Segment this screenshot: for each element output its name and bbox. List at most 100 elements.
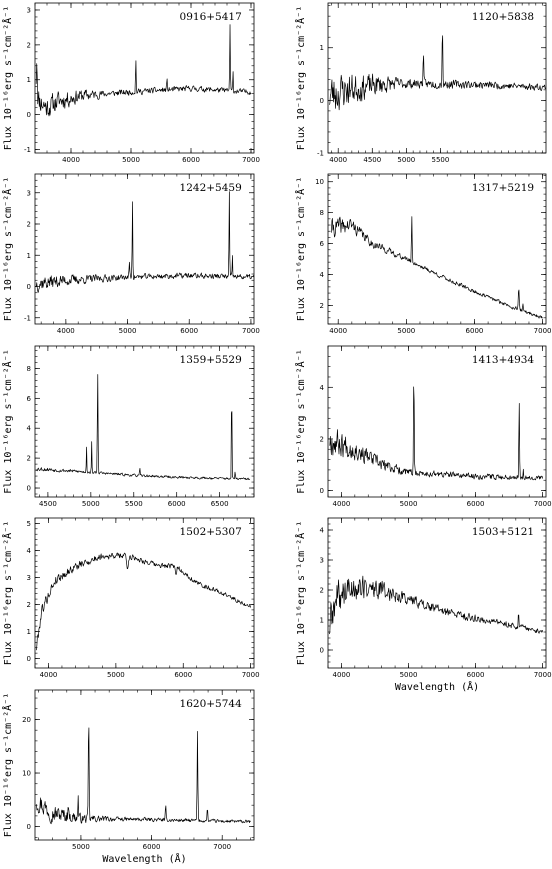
spectrum-line [35, 191, 255, 293]
spectrum-panel-5: 4500 5000 5500 6000 6500 0 2 4 6 8 1359+5529 Flux 1… [1, 345, 255, 508]
object-label: 1502+5307 [180, 526, 242, 538]
y-tick-label: 2 [27, 41, 31, 49]
y-axis-label: Flux 10⁻¹⁶erg s⁻¹cm⁻²Å⁻¹ [1, 693, 14, 838]
plot-frame [34, 517, 255, 669]
y-tick-label: 3 [27, 6, 31, 14]
x-tick-label: 4000 [329, 156, 347, 164]
y-tick-label: 4 [320, 384, 325, 392]
y-tick-label: 2 [320, 587, 324, 595]
object-label: 1359+5529 [180, 354, 242, 366]
x-tick-label: 7000 [534, 327, 552, 335]
y-tick-label: -1 [24, 146, 31, 154]
x-tick-label: 5500 [125, 500, 143, 508]
y-axis-label: Flux 10⁻¹⁶erg s⁻¹cm⁻²Å⁻¹ [294, 177, 307, 322]
y-tick-label: 4 [27, 425, 32, 433]
spectrum-panel-7: 4000 5000 6000 7000 0 1 2 3 4 5 1502+5307 Flux 10⁻¹… [1, 517, 260, 679]
spectrum-panel-4: 4000 5000 6000 7000 2 4 6 8 10 1317+5219 Flux 10⁻¹… [294, 173, 552, 335]
y-tick-label: 0 [27, 655, 31, 663]
spectrum-line [329, 386, 543, 481]
x-tick-label: 4000 [333, 671, 351, 679]
x-tick-label: 5000 [122, 156, 140, 164]
x-tick-label: 6000 [467, 671, 485, 679]
y-tick-label: 0 [320, 487, 324, 495]
x-axis-label: Wavelength (Å) [395, 680, 479, 693]
y-tick-label: 0 [27, 111, 31, 119]
y-tick-label: 1 [27, 76, 31, 84]
object-label: 1120+5838 [472, 11, 534, 23]
x-tick-label: 5000 [82, 500, 100, 508]
plot-frame [327, 173, 547, 325]
x-tick-label: 7000 [242, 327, 260, 335]
y-tick-label: 0 [320, 97, 324, 105]
x-tick-label: 6000 [168, 500, 186, 508]
x-tick-label: 5000 [397, 156, 415, 164]
x-tick-label: 5000 [107, 671, 125, 679]
y-tick-label: 3 [27, 574, 31, 582]
y-axis-label: Flux 10⁻¹⁶erg s⁻¹cm⁻²Å⁻¹ [1, 6, 14, 151]
plot-frame [34, 173, 255, 325]
y-tick-label: 1 [27, 252, 31, 260]
x-axis-label: Wavelength (Å) [102, 852, 186, 865]
y-tick-label: 4 [320, 271, 325, 279]
y-axis-label: Flux 10⁻¹⁶erg s⁻¹cm⁻²Å⁻¹ [1, 177, 14, 322]
x-tick-label: 7000 [534, 671, 552, 679]
plot-frame [34, 689, 255, 841]
x-tick-label: 6000 [174, 671, 192, 679]
x-tick-label: 4500 [363, 156, 381, 164]
x-tick-label: 7000 [242, 671, 260, 679]
x-tick-label: 5000 [119, 327, 137, 335]
x-tick-label: 7000 [242, 156, 260, 164]
spectrum-panel-8: 4000 5000 6000 7000 0 1 2 3 4 1503+5121 Flux 10⁻¹⁶… [294, 517, 552, 693]
spectrum-line [331, 216, 543, 319]
x-tick-label: 6000 [180, 327, 198, 335]
object-label: 1503+5121 [472, 526, 534, 538]
spectrum-panel-6: 4000 5000 6000 7000 0 2 4 1413+4934 Flux 10⁻¹⁶er… [294, 345, 552, 508]
x-tick-label: 5000 [72, 843, 90, 851]
y-axis-label: Flux 10⁻¹⁶erg s⁻¹cm⁻²Å⁻¹ [1, 349, 14, 494]
y-tick-label: 1 [320, 617, 324, 625]
y-tick-label: 2 [27, 221, 31, 229]
x-tick-label: 6000 [143, 843, 161, 851]
y-tick-label: 8 [27, 365, 31, 373]
object-label: 1413+4934 [472, 354, 535, 366]
y-tick-label: 2 [27, 455, 31, 463]
y-axis-label: Flux 10⁻¹⁶erg s⁻¹cm⁻²Å⁻¹ [1, 521, 14, 666]
x-tick-label: 6000 [466, 327, 484, 335]
x-tick-label: 4000 [40, 671, 58, 679]
spectrum-line [35, 374, 251, 481]
y-tick-label: 4 [27, 547, 32, 555]
y-tick-label: -1 [24, 314, 31, 322]
spectrum-panel-3: 4000 5000 6000 7000 -1 0 1 2 3 1242+5459 Flux 10⁻¹… [1, 173, 260, 335]
y-tick-label: 2 [27, 601, 31, 609]
y-tick-label: 6 [27, 395, 32, 403]
object-label: 1317+5219 [472, 182, 534, 194]
x-tick-label: 4000 [62, 156, 80, 164]
y-tick-label: 5 [27, 520, 31, 528]
object-label: 1242+5459 [180, 182, 242, 194]
spectrum-panel-2: 4000 4500 5000 5500 -1 0 1 1120+5838 Flux 10⁻¹⁶e… [294, 2, 547, 164]
x-tick-label: 6000 [467, 500, 485, 508]
y-tick-label: 4 [320, 527, 325, 535]
spectrum-panel-9: 5000 6000 7000 0 10 20 1620+5744 Flux 10⁻¹⁶erg … [1, 689, 255, 865]
x-tick-label: 6500 [211, 500, 229, 508]
y-tick-label: 8 [320, 209, 324, 217]
x-tick-label: 5000 [400, 500, 418, 508]
plot-frame [327, 2, 547, 154]
plot-frame [327, 345, 547, 498]
y-tick-label: 3 [27, 189, 31, 197]
spectrum-line [329, 35, 546, 111]
y-tick-label: 10 [315, 178, 324, 186]
spectrum-line [36, 727, 251, 825]
y-tick-label: 6 [320, 240, 325, 248]
y-tick-label: 3 [320, 557, 324, 565]
x-tick-label: 4500 [39, 500, 57, 508]
spectrum-line [329, 575, 543, 635]
x-tick-label: 4000 [57, 327, 75, 335]
y-tick-label: -1 [317, 150, 324, 158]
y-tick-label: 20 [22, 716, 31, 724]
y-tick-label: 0 [27, 283, 31, 291]
y-tick-label: 10 [22, 770, 31, 778]
object-label: 0916+5417 [180, 11, 242, 23]
spectrum-panel-1: 4000 5000 6000 7000 -1 0 1 2 3 0916+5417 Flux 10⁻¹… [1, 2, 260, 164]
